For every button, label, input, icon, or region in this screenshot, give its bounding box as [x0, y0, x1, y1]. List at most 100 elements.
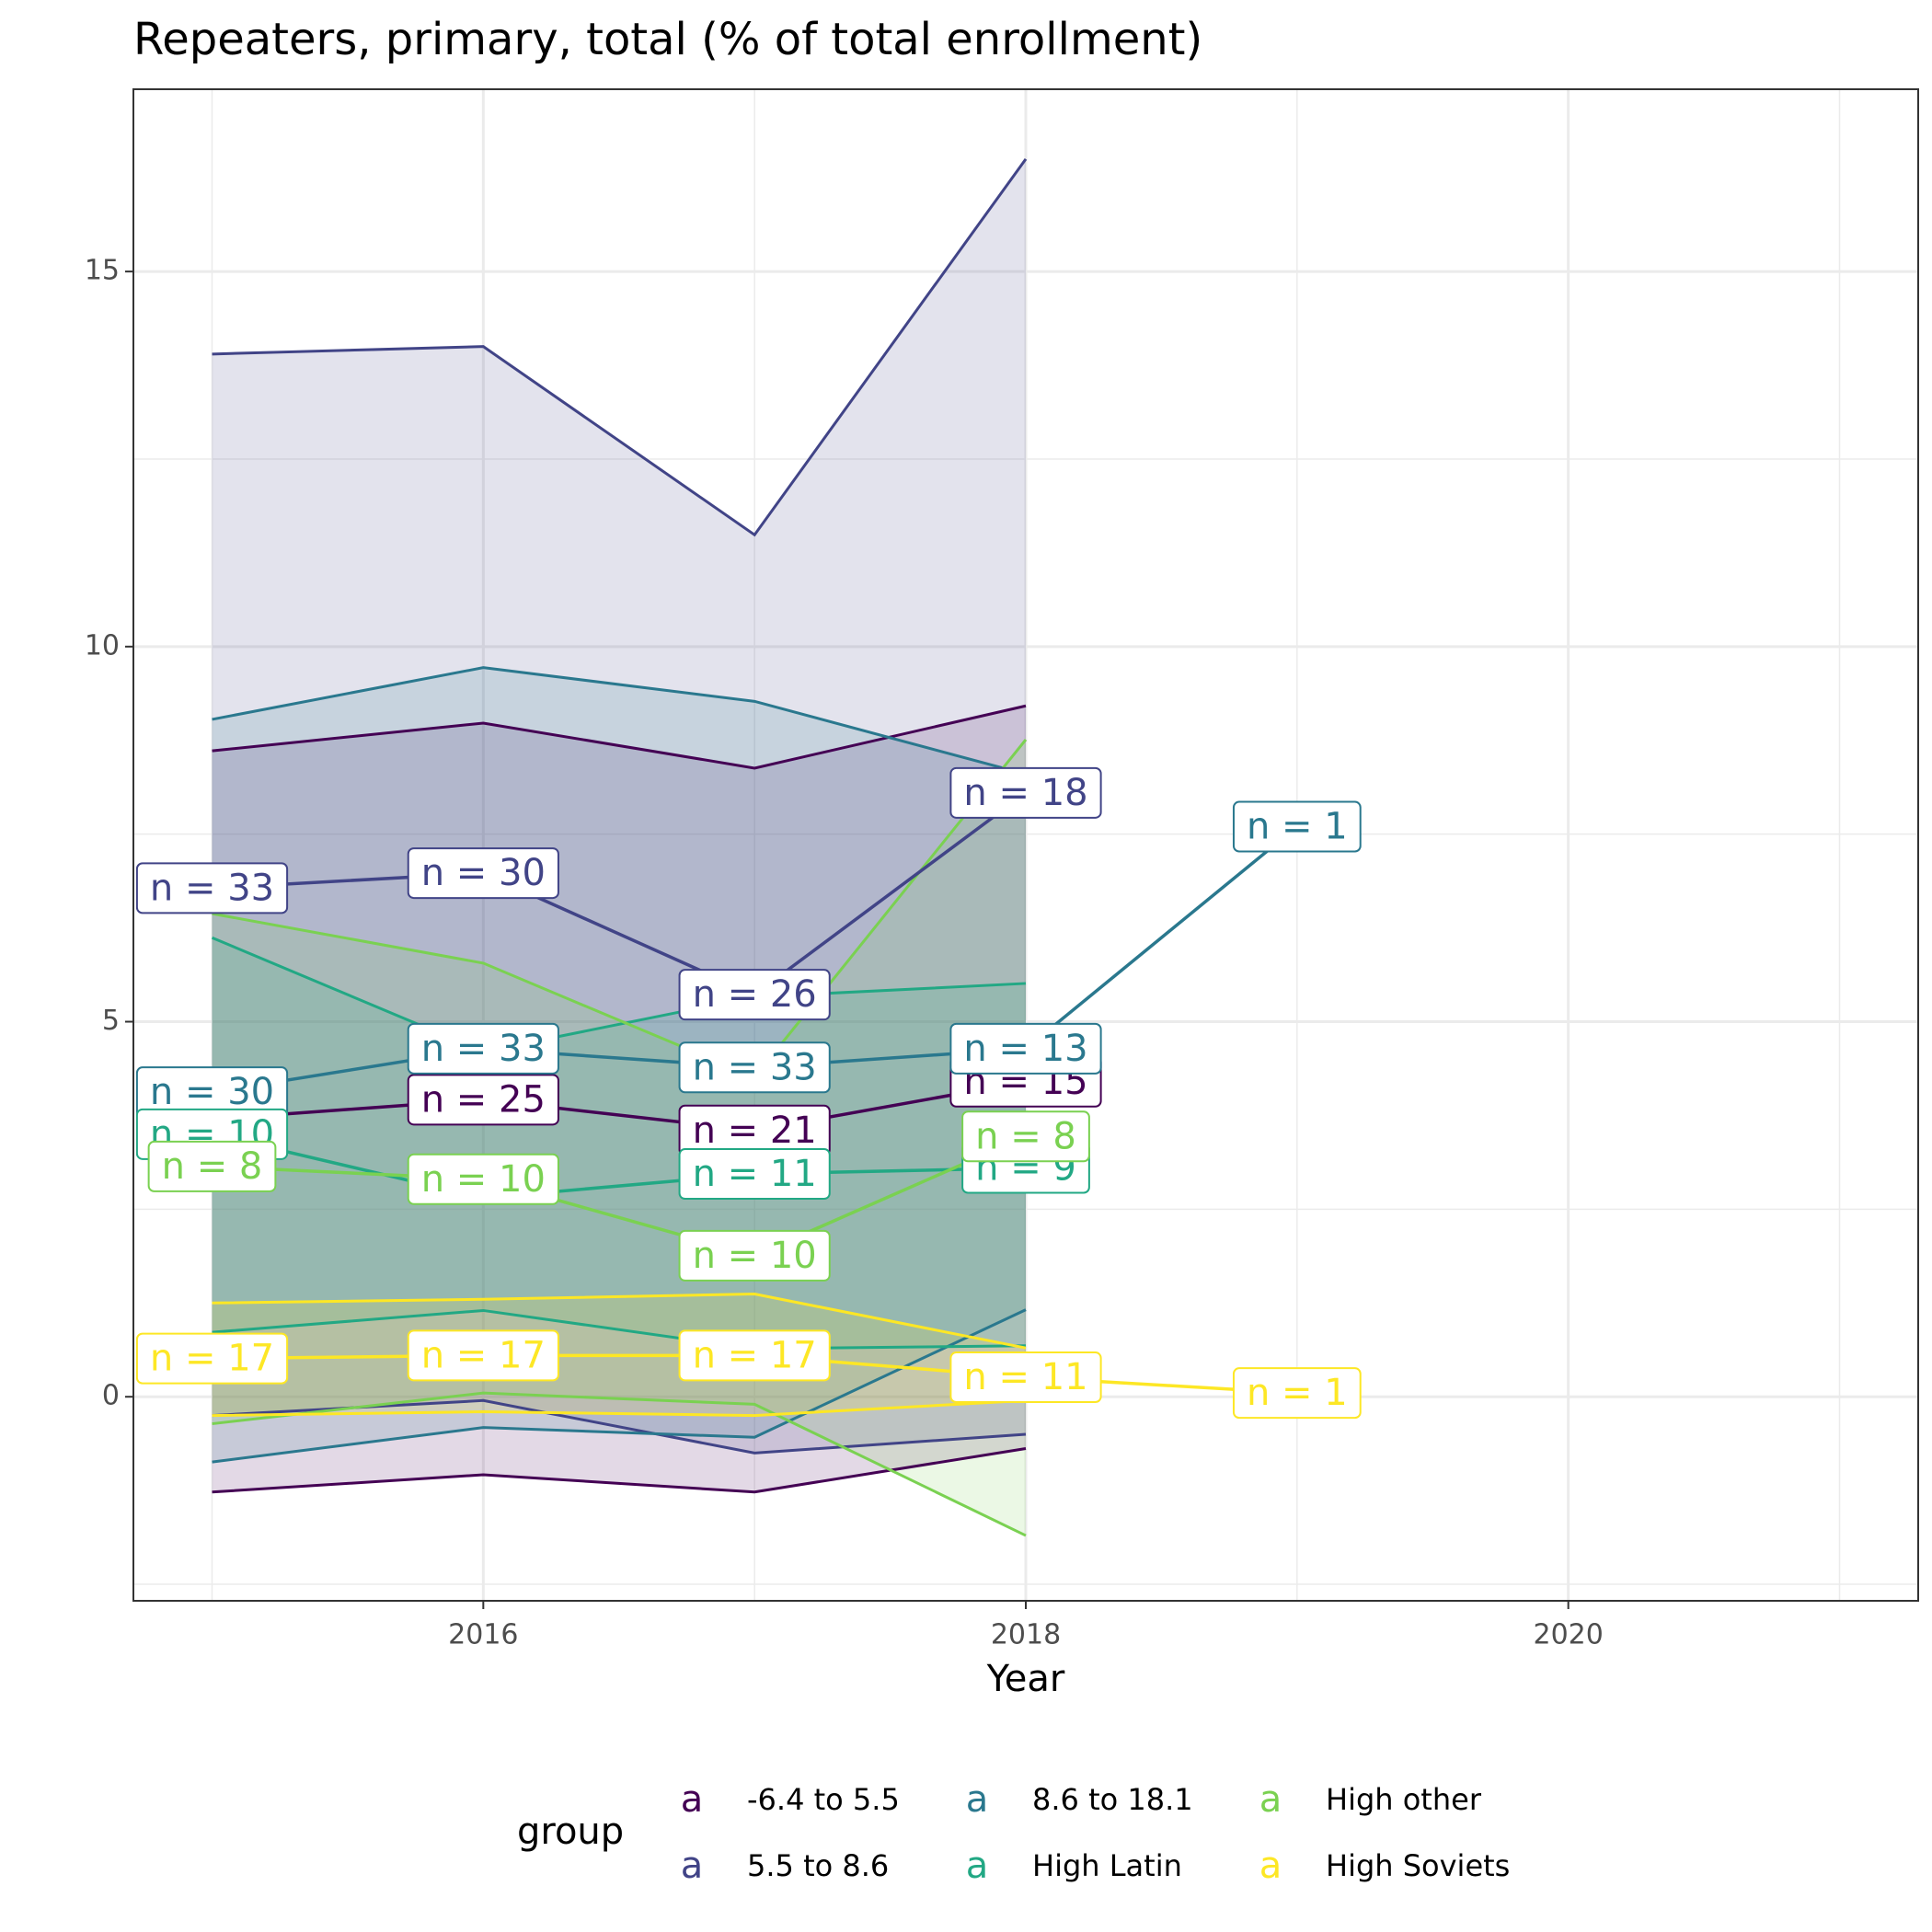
- label-text: n = 26: [693, 973, 817, 1016]
- chart-title: Repeaters, primary, total (% of total en…: [133, 14, 1202, 65]
- lower-line: [212, 1398, 1027, 1418]
- label-box: [678, 1229, 831, 1282]
- y-tick-label: 0: [102, 1380, 120, 1412]
- legend-label: 5.5 to 8.6: [747, 1848, 889, 1883]
- label-box: [407, 1329, 559, 1382]
- label-text: n = 33: [421, 1028, 546, 1070]
- label: n = 1: [1232, 800, 1362, 853]
- legend-key: a: [1259, 1778, 1282, 1821]
- lower-line: [212, 1391, 1027, 1537]
- x-tick-label: 2018: [991, 1619, 1061, 1651]
- legend-key: a: [1259, 1845, 1282, 1887]
- y-tick-label: 15: [85, 255, 120, 287]
- label-text: n = 33: [150, 867, 274, 909]
- label: n = 30: [135, 1066, 289, 1119]
- label-text: n = 8: [162, 1145, 263, 1188]
- upper-line: [212, 1293, 1027, 1350]
- ribbon: [212, 706, 1026, 1492]
- label-text: n = 8: [975, 1115, 1076, 1157]
- label-text: n = 33: [693, 1046, 817, 1088]
- label: n = 30: [407, 847, 559, 900]
- label-text: n = 17: [693, 1334, 817, 1376]
- label-box: [1232, 800, 1362, 853]
- label-box: [949, 1351, 1102, 1404]
- legend-title: group: [517, 1811, 624, 1853]
- label-box: [949, 766, 1102, 819]
- label-box: [407, 1153, 559, 1205]
- x-axis-title: Year: [986, 1658, 1065, 1700]
- legend-label: High Latin: [1032, 1848, 1182, 1883]
- legend-label: 8.6 to 18.1: [1032, 1782, 1193, 1817]
- label: n = 8: [147, 1140, 277, 1192]
- label-text: n = 1: [1247, 1372, 1348, 1414]
- lower-line: [212, 1308, 1027, 1464]
- x-tick-label: 2020: [1533, 1619, 1603, 1651]
- legend-key: a: [966, 1778, 989, 1821]
- label-box: [407, 847, 559, 900]
- label: n = 10: [407, 1153, 559, 1205]
- y-tick-label: 5: [102, 1005, 120, 1037]
- label-box: [678, 1148, 831, 1201]
- label-text: n = 11: [693, 1153, 817, 1195]
- legend-label: High Soviets: [1326, 1848, 1510, 1883]
- label-text: n = 17: [421, 1334, 546, 1376]
- label: n = 11: [678, 1148, 831, 1201]
- mean-line: [212, 1134, 1027, 1258]
- legend: a -6.4 to 5.5 a 5.5 to 8.6 a 8.6 to 18.1 a High…: [681, 1778, 1511, 1887]
- label: n = 11: [949, 1351, 1102, 1404]
- grid: [133, 89, 1918, 1601]
- upper-line: [212, 157, 1028, 537]
- label: n = 17: [135, 1332, 289, 1385]
- label: n = 18: [949, 766, 1102, 819]
- lower-line: [212, 1308, 1027, 1351]
- label-text: n = 21: [693, 1110, 817, 1152]
- label-text: n = 10: [693, 1235, 817, 1277]
- label: n = 8: [961, 1110, 1090, 1163]
- label: n = 33: [135, 862, 289, 914]
- label-text: n = 1: [1247, 806, 1348, 848]
- label-text: n = 11: [963, 1356, 1087, 1398]
- plot-area: n = 25n = 21n = 15n = 33 n = 30n = 26n = …: [135, 157, 1362, 1537]
- label: n = 21: [678, 1104, 831, 1156]
- label-text: n = 25: [421, 1078, 546, 1121]
- label: n = 26: [678, 969, 831, 1021]
- label: n = 1: [1232, 1367, 1362, 1420]
- label-text: n = 30: [421, 852, 546, 894]
- legend-label: High other: [1326, 1782, 1482, 1817]
- legend-label: -6.4 to 5.5: [747, 1782, 900, 1817]
- label-text: n = 17: [150, 1338, 274, 1380]
- y-tick-label: 10: [85, 629, 120, 661]
- mean-line: [212, 791, 1028, 997]
- label-text: n = 10: [421, 1158, 546, 1201]
- label-box: [961, 1110, 1090, 1163]
- label-box: [949, 1022, 1102, 1075]
- label-box: [678, 1329, 831, 1382]
- label-box: [407, 1074, 559, 1126]
- label: n = 13: [949, 1022, 1102, 1075]
- label: n = 17: [407, 1329, 559, 1382]
- label-box: [407, 1022, 559, 1075]
- label-text: n = 30: [150, 1071, 274, 1113]
- label-box: [678, 1041, 831, 1094]
- label-box: [135, 862, 289, 914]
- axes: 0 5 10 15 2016 2018 2020: [85, 255, 1604, 1651]
- label-box: [1232, 1367, 1362, 1420]
- label: n = 17: [678, 1329, 831, 1382]
- label-box: [147, 1140, 277, 1192]
- label-box: [678, 969, 831, 1021]
- mean-line: [212, 1080, 1027, 1133]
- upper-line: [212, 738, 1028, 1079]
- legend-key: a: [681, 1778, 704, 1821]
- label-text: n = 18: [963, 772, 1087, 814]
- label: n = 33: [407, 1022, 559, 1075]
- x-tick-label: 2016: [448, 1619, 518, 1651]
- mean-line: [212, 1133, 1027, 1200]
- label-box: [135, 1332, 289, 1385]
- label: n = 10: [678, 1229, 831, 1282]
- upper-line: [212, 666, 1027, 776]
- legend-key: a: [681, 1845, 704, 1887]
- legend-key: a: [966, 1845, 989, 1887]
- label-text: n = 13: [963, 1028, 1087, 1070]
